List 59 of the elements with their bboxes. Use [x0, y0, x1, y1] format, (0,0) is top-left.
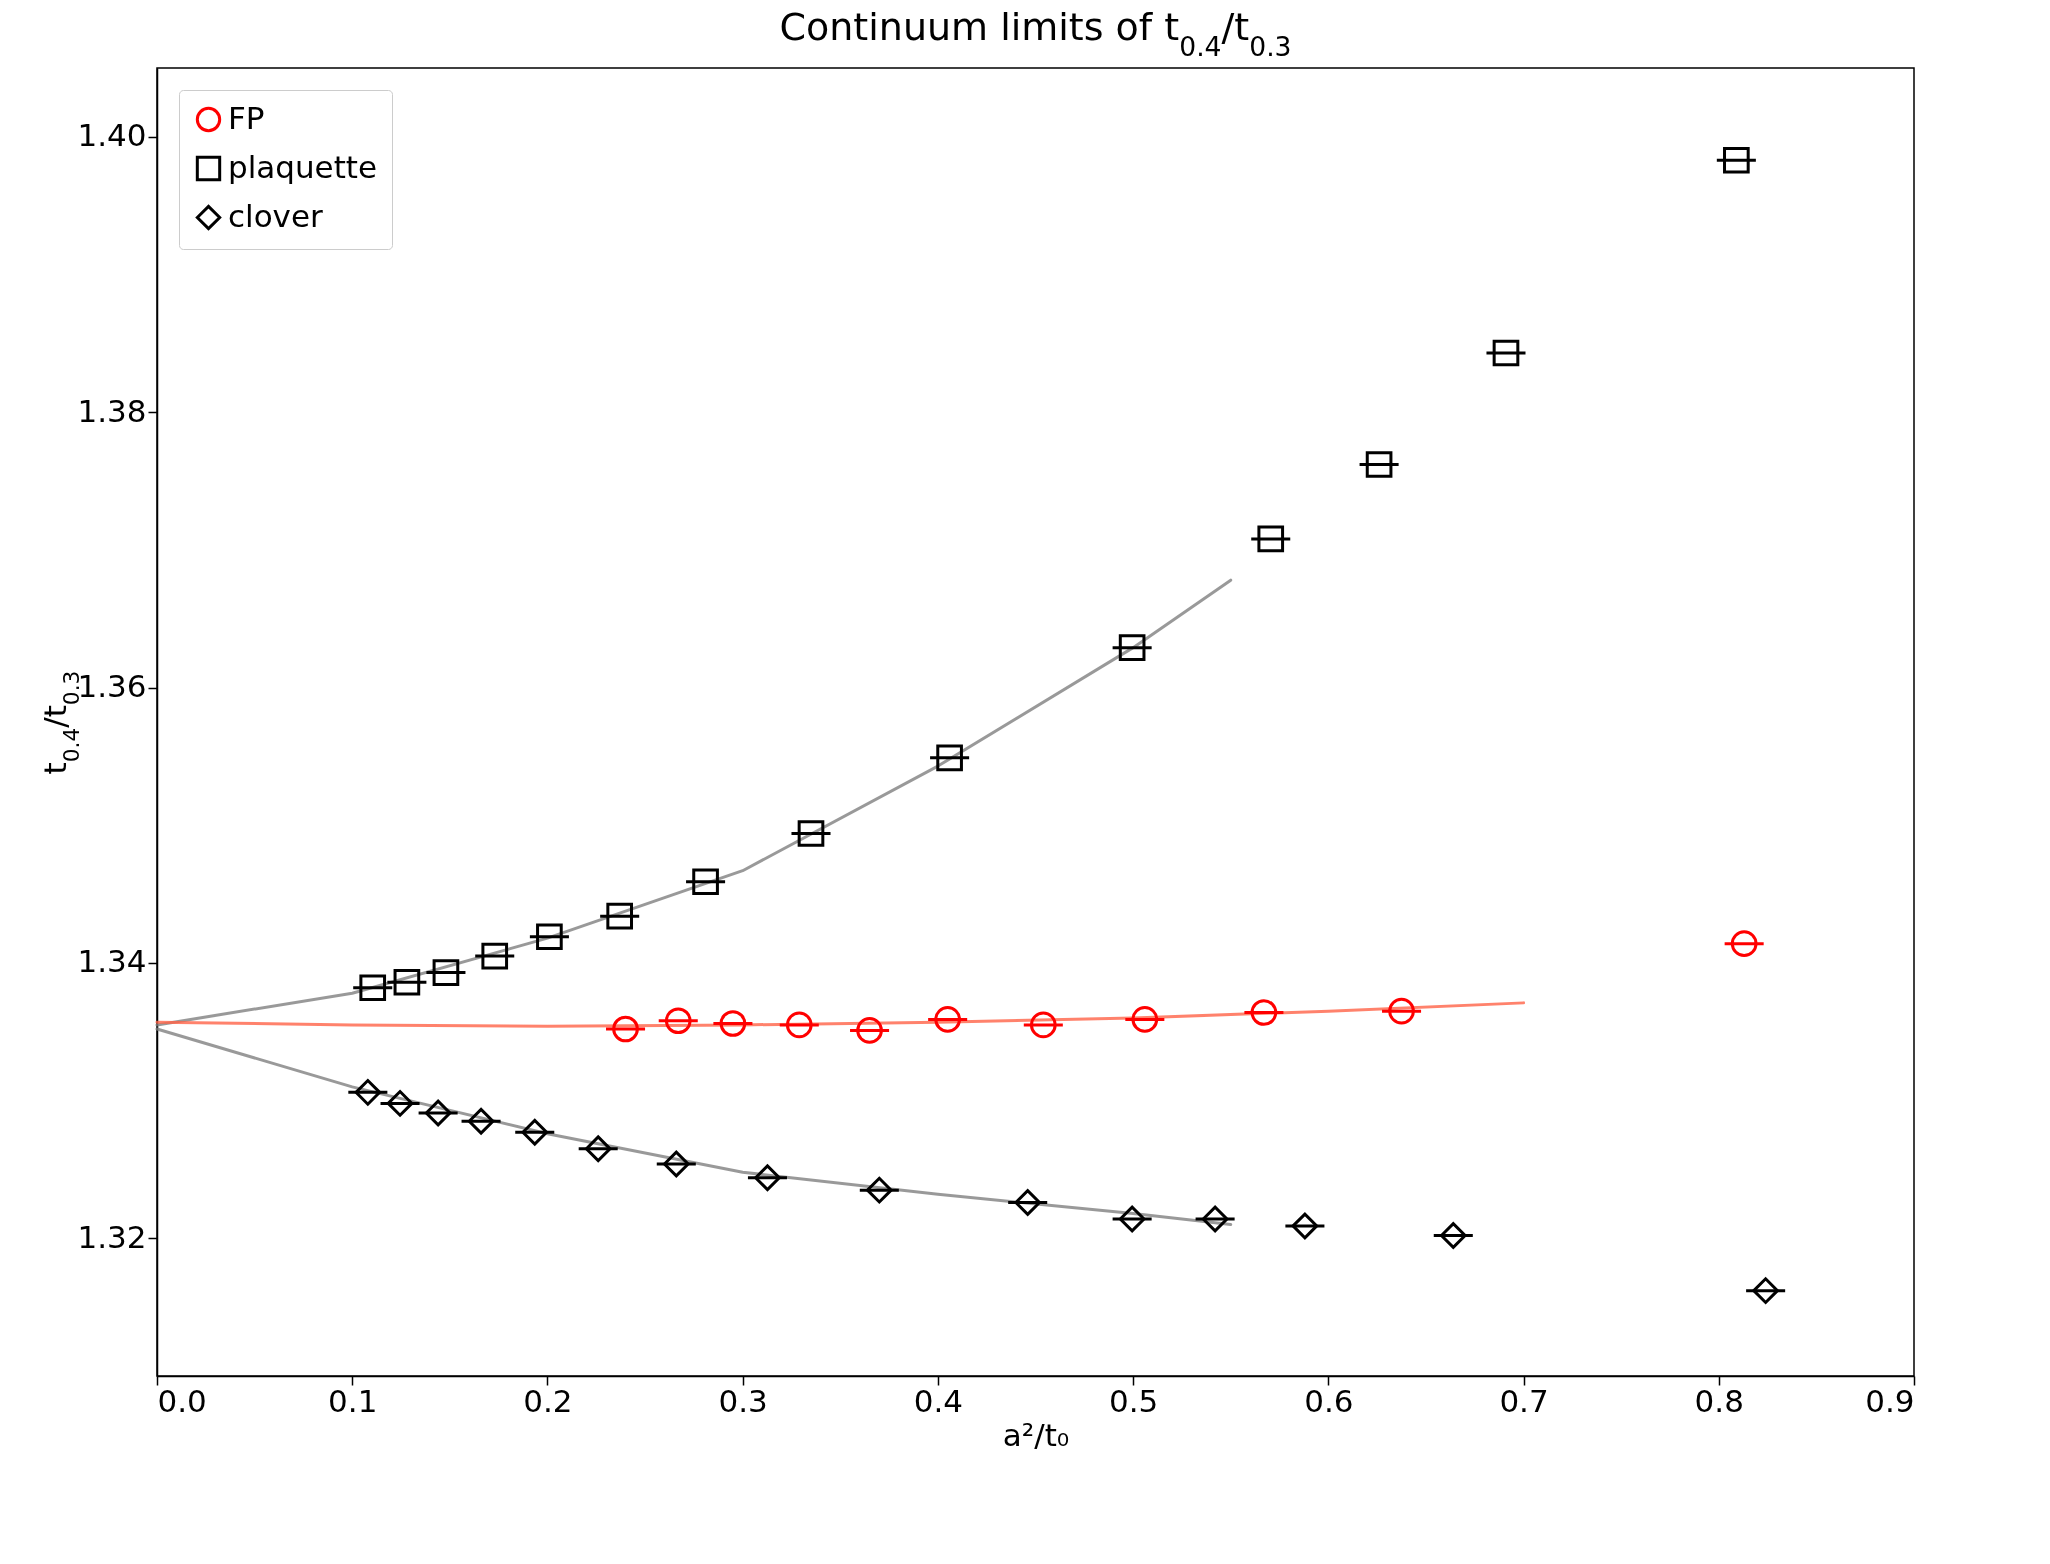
chart-title: Continuum limits of t$_{0.4}$/t$_{0.3}$ [779, 5, 1292, 62]
point [719, 1010, 747, 1037]
point [1118, 1205, 1146, 1233]
point [1291, 1212, 1319, 1240]
x-tick-label: 0.6 [1304, 1382, 1354, 1419]
point [934, 1006, 961, 1033]
x-tick-label: 0.9 [1865, 1382, 1915, 1419]
point [393, 968, 421, 996]
point [692, 868, 719, 896]
point [1388, 997, 1415, 1025]
point [1730, 930, 1758, 957]
x-tick-label: 0.3 [718, 1382, 768, 1419]
point [606, 902, 634, 930]
point [754, 1164, 781, 1192]
point [797, 820, 825, 847]
x-tick-label: 0.5 [1108, 1382, 1159, 1419]
point [1257, 525, 1285, 553]
point [432, 959, 460, 986]
point [1752, 1277, 1779, 1304]
point [865, 1176, 893, 1204]
point [936, 744, 963, 772]
point [856, 1017, 883, 1044]
point [359, 974, 387, 1002]
point [1014, 1189, 1042, 1216]
legend-label: plaquette [228, 148, 378, 185]
point [664, 1007, 692, 1035]
point [1439, 1222, 1467, 1249]
y-tick-label: 1.40 [77, 117, 147, 154]
point [612, 1015, 639, 1043]
x-axis-title: a²/t₀ [1002, 1416, 1070, 1453]
point [584, 1135, 612, 1163]
point [536, 923, 563, 951]
point [1201, 1205, 1229, 1233]
x-tick-label: 0.0 [157, 1382, 207, 1419]
point [1492, 339, 1520, 367]
x-tick-label: 0.4 [913, 1382, 964, 1419]
point [1029, 1011, 1057, 1039]
x-tick-label: 0.2 [523, 1382, 573, 1419]
y-tick-label: 1.34 [77, 943, 147, 980]
point [481, 942, 509, 970]
point [1723, 146, 1750, 174]
y-tick-label: 1.32 [77, 1218, 147, 1255]
point [424, 1099, 452, 1127]
point [354, 1079, 382, 1106]
point [662, 1150, 690, 1178]
legend-label: clover [228, 197, 324, 234]
point [785, 1011, 813, 1039]
legend-label: FP [228, 99, 265, 136]
point [467, 1107, 495, 1135]
point [386, 1090, 414, 1117]
x-tick-label: 0.8 [1694, 1382, 1744, 1419]
point [1365, 451, 1393, 478]
point [1131, 1006, 1159, 1033]
point [521, 1118, 549, 1146]
point [1250, 999, 1278, 1026]
x-tick-label: 0.7 [1499, 1382, 1549, 1419]
y-tick-label: 1.38 [77, 392, 147, 429]
x-tick-label: 0.1 [328, 1382, 378, 1419]
point [1118, 634, 1146, 661]
